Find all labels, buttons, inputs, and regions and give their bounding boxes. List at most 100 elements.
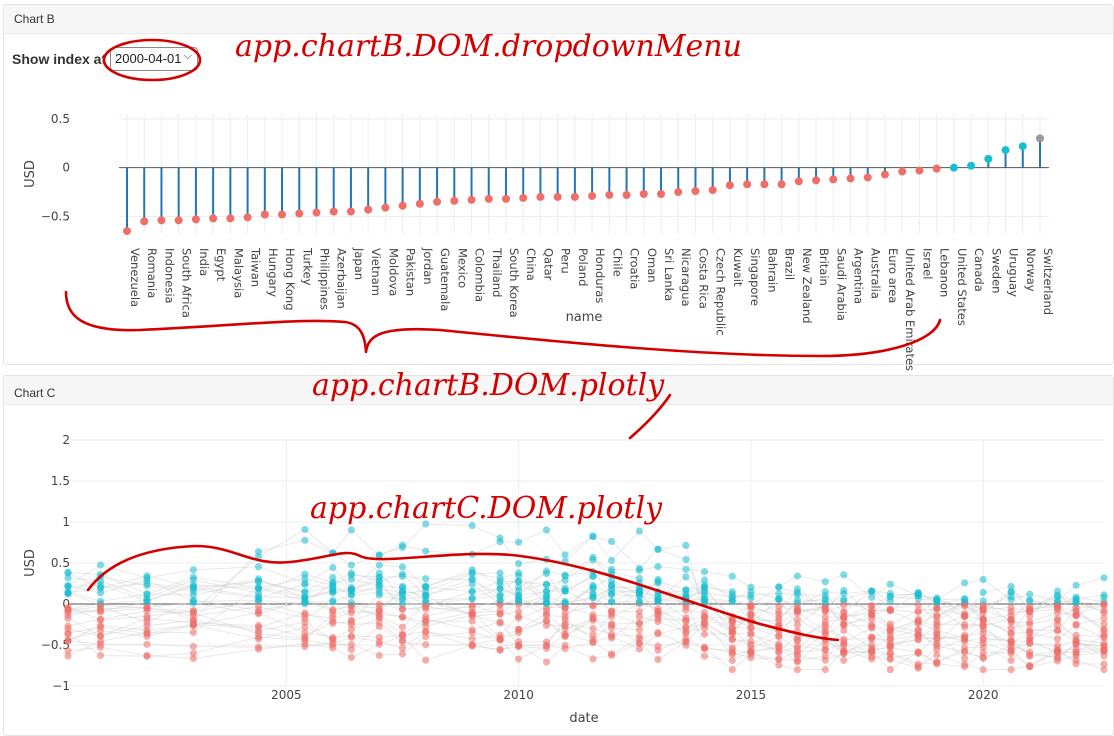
data-point (1053, 657, 1062, 665)
data-point (840, 613, 848, 621)
data-point (542, 641, 551, 650)
data-point (422, 575, 430, 583)
data-point (760, 180, 769, 189)
series-points (64, 520, 1108, 674)
data-point (375, 573, 383, 582)
data-point (1026, 590, 1034, 598)
data-point (1053, 635, 1062, 643)
data-point (64, 630, 72, 638)
data-point (793, 585, 802, 593)
data-point (700, 624, 709, 632)
data-point (682, 628, 690, 636)
x-tick-label: Czech Republic (714, 248, 728, 336)
data-point (375, 633, 383, 641)
data-point (1026, 605, 1034, 613)
data-point (700, 595, 709, 604)
data-point (608, 610, 616, 618)
data-point (635, 620, 644, 628)
data-point (346, 207, 355, 216)
data-point (654, 629, 662, 637)
data-point (398, 631, 407, 639)
chart-b-header (4, 5, 1113, 34)
data-point (1072, 620, 1080, 628)
data-point (515, 612, 523, 620)
data-point (868, 647, 876, 655)
data-point (398, 605, 407, 613)
data-point (728, 666, 736, 674)
data-point (932, 164, 941, 173)
data-point (553, 192, 562, 201)
y-tick-label: 1.5 (51, 474, 70, 488)
data-point (654, 655, 662, 664)
data-point (468, 587, 476, 595)
data-point (347, 632, 355, 640)
data-point (840, 620, 848, 628)
data-point (589, 601, 597, 609)
index-date-dropdown[interactable]: 2000-04-01 ⌵ (110, 47, 198, 71)
data-point (143, 579, 151, 588)
data-point (747, 648, 755, 656)
data-point (254, 645, 263, 653)
data-point (863, 173, 872, 182)
data-point (886, 626, 894, 634)
data-point (143, 640, 151, 648)
chart-c-panel: Chart C (3, 375, 1114, 736)
data-point (682, 555, 690, 564)
data-point (189, 649, 197, 657)
data-point (301, 579, 309, 587)
data-point (840, 608, 848, 616)
data-point (347, 526, 355, 534)
x-tick-label: Saudi Arabia (834, 248, 848, 321)
data-point (496, 645, 504, 653)
data-point (422, 633, 430, 641)
chevron-down-icon: ⌵ (183, 50, 192, 62)
data-point (347, 640, 355, 649)
data-point (635, 626, 644, 634)
data-point (933, 651, 941, 659)
data-point (933, 645, 941, 653)
data-point (468, 628, 476, 637)
show-index-label: Show index at (12, 51, 107, 67)
data-point (821, 641, 829, 650)
data-point (468, 601, 476, 609)
data-point (189, 621, 197, 630)
data-point (747, 637, 755, 645)
data-point (794, 177, 803, 186)
data-point (501, 194, 510, 203)
data-point (450, 196, 459, 205)
dropdown-annotation-text: app.chartB.DOM.dropdownMenu (235, 29, 742, 64)
data-point (347, 653, 355, 662)
data-point (398, 201, 407, 210)
data-point (608, 650, 616, 658)
data-point (588, 191, 597, 200)
data-point (64, 569, 72, 577)
data-point (898, 167, 907, 176)
data-point (608, 565, 616, 574)
data-point (700, 630, 709, 638)
data-point (608, 580, 616, 589)
data-point (1036, 134, 1044, 143)
data-point (933, 617, 941, 626)
chart-c-annotation-text: app.chartC.DOM.plotly (310, 491, 663, 526)
data-point (1007, 638, 1015, 646)
data-point (793, 572, 802, 580)
x-tick-label: Mexico (455, 248, 469, 288)
data-point (961, 655, 969, 663)
data-point (1053, 615, 1062, 623)
data-point (840, 649, 848, 657)
data-point (515, 538, 523, 546)
data-point (914, 615, 922, 623)
data-point (775, 589, 783, 598)
x-tick-label: Peru (559, 248, 573, 274)
x-tick-label: Croatia (628, 248, 642, 289)
data-point (635, 566, 644, 575)
data-point (979, 616, 987, 624)
data-point (886, 642, 894, 650)
data-point (254, 627, 263, 635)
data-point (868, 593, 876, 602)
data-point (301, 594, 309, 602)
data-point (961, 579, 969, 587)
data-point (961, 637, 969, 645)
